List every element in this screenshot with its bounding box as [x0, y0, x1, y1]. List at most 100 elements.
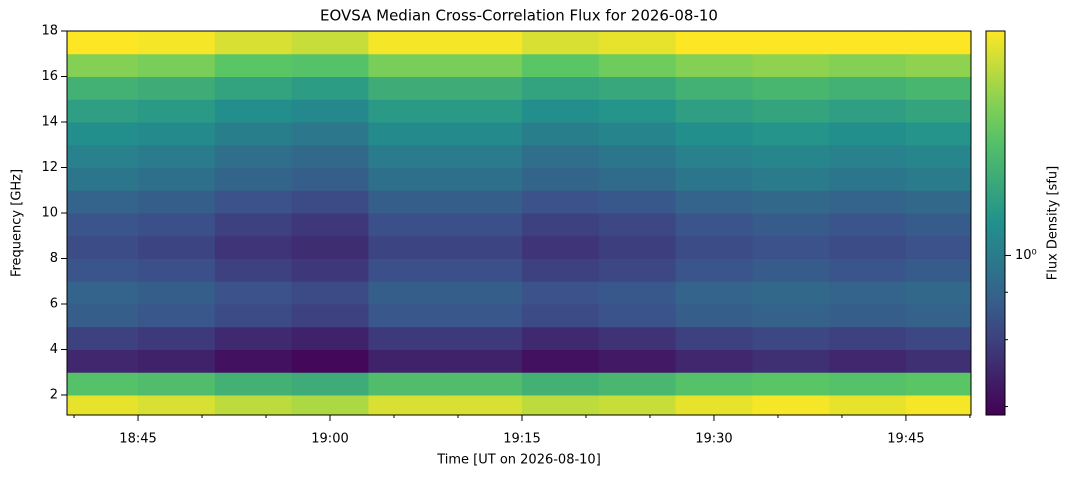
heatmap-cell — [291, 258, 369, 282]
heatmap-cell — [291, 121, 369, 146]
heatmap-cell — [445, 190, 523, 214]
heatmap-cell — [521, 212, 600, 237]
heatmap-cell — [138, 99, 216, 123]
heatmap-cell — [138, 372, 216, 396]
heatmap-cell — [829, 326, 907, 350]
heatmap-cell — [521, 121, 600, 146]
plot-frame — [66, 30, 972, 416]
heatmap-cell — [291, 349, 369, 373]
heatmap-cell — [521, 326, 600, 350]
heatmap-cell — [214, 190, 293, 214]
heatmap-cell — [368, 53, 446, 77]
heatmap-cell — [445, 326, 523, 350]
heatmap-cell — [905, 99, 972, 123]
y-tick-label: 18 — [41, 24, 58, 39]
heatmap-cell — [138, 190, 216, 214]
y-tick-label: 16 — [41, 69, 58, 84]
heatmap-cell — [368, 190, 446, 214]
heatmap-cell — [598, 258, 677, 282]
heatmap-cell — [291, 167, 369, 191]
heatmap-cell — [521, 53, 600, 77]
x-tick-label: 19:15 — [503, 432, 540, 447]
heatmap-cell — [445, 144, 523, 168]
heatmap-cell — [291, 190, 369, 214]
heatmap-cell — [138, 53, 216, 77]
heatmap-cell — [368, 394, 446, 416]
heatmap-cell — [138, 212, 216, 237]
heatmap-cell — [829, 372, 907, 396]
heatmap-cell — [905, 349, 972, 373]
heatmap-cell — [829, 53, 907, 77]
heatmap-cell — [829, 76, 907, 100]
heatmap-cell — [138, 349, 216, 373]
heatmap-cell — [905, 326, 972, 350]
colorbar-frame — [985, 30, 1006, 416]
heatmap-cell — [368, 372, 446, 396]
heatmap-cell — [905, 372, 972, 396]
heatmap-cell — [752, 190, 830, 214]
heatmap-cell — [214, 235, 293, 259]
heatmap-cell — [138, 167, 216, 191]
colorbar-label: Flux Density [sfu] — [1046, 166, 1061, 280]
heatmap-cell — [214, 144, 293, 168]
heatmap-cell — [905, 303, 972, 328]
heatmap-cell — [368, 281, 446, 305]
heatmap-cell — [291, 281, 369, 305]
heatmap-cell — [905, 144, 972, 168]
heatmap-cell — [521, 99, 600, 123]
heatmap-cell — [521, 235, 600, 259]
heatmap-cell — [445, 31, 523, 55]
heatmap-cell — [214, 121, 293, 146]
x-tick-label: 19:30 — [695, 432, 732, 447]
heatmap-cell — [598, 326, 677, 350]
heatmap-cell — [368, 76, 446, 100]
heatmap-cell — [445, 303, 523, 328]
heatmap-cell — [752, 372, 830, 396]
heatmap-cell — [138, 281, 216, 305]
x-tick-label: 19:45 — [887, 432, 924, 447]
heatmap-cell — [521, 190, 600, 214]
heatmap-cell — [752, 144, 830, 168]
heatmap-cell — [67, 53, 139, 77]
y-tick-label: 4 — [50, 342, 58, 357]
heatmap-cell — [67, 326, 139, 350]
heatmap-cell — [829, 349, 907, 373]
heatmap-cell — [905, 190, 972, 214]
heatmap-cell — [445, 394, 523, 416]
heatmap-cell — [214, 212, 293, 237]
heatmap-cell — [291, 235, 369, 259]
heatmap-cell — [752, 53, 830, 77]
heatmap-cell — [368, 144, 446, 168]
heatmap-cell — [752, 303, 830, 328]
heatmap-cell — [67, 31, 139, 55]
heatmap-cell — [905, 121, 972, 146]
heatmap-cell — [368, 303, 446, 328]
heatmap-cell — [829, 121, 907, 146]
heatmap-cell — [598, 394, 677, 416]
heatmap-cell — [598, 53, 677, 77]
y-axis-label: Frequency [GHz] — [10, 169, 25, 277]
heatmap-cell — [214, 303, 293, 328]
heatmap-cell — [291, 76, 369, 100]
heatmap-cell — [138, 235, 216, 259]
heatmap-cell — [138, 144, 216, 168]
heatmap-cell — [67, 235, 139, 259]
heatmap-cell — [675, 258, 753, 282]
heatmap-cell — [214, 349, 293, 373]
heatmap-cell — [214, 167, 293, 191]
heatmap-cell — [445, 349, 523, 373]
heatmap-cell — [752, 167, 830, 191]
heatmap-cell — [829, 235, 907, 259]
heatmap-cell — [521, 144, 600, 168]
heatmap-cell — [138, 326, 216, 350]
heatmap-cell — [675, 349, 753, 373]
heatmap-cell — [214, 281, 293, 305]
heatmap-cell — [214, 372, 293, 396]
heatmap-cell — [67, 372, 139, 396]
heatmap-cell — [905, 212, 972, 237]
heatmap-cell — [752, 349, 830, 373]
heatmap-cell — [598, 144, 677, 168]
heatmap-cell — [138, 76, 216, 100]
heatmap-cell — [214, 53, 293, 77]
heatmap-cell — [598, 235, 677, 259]
